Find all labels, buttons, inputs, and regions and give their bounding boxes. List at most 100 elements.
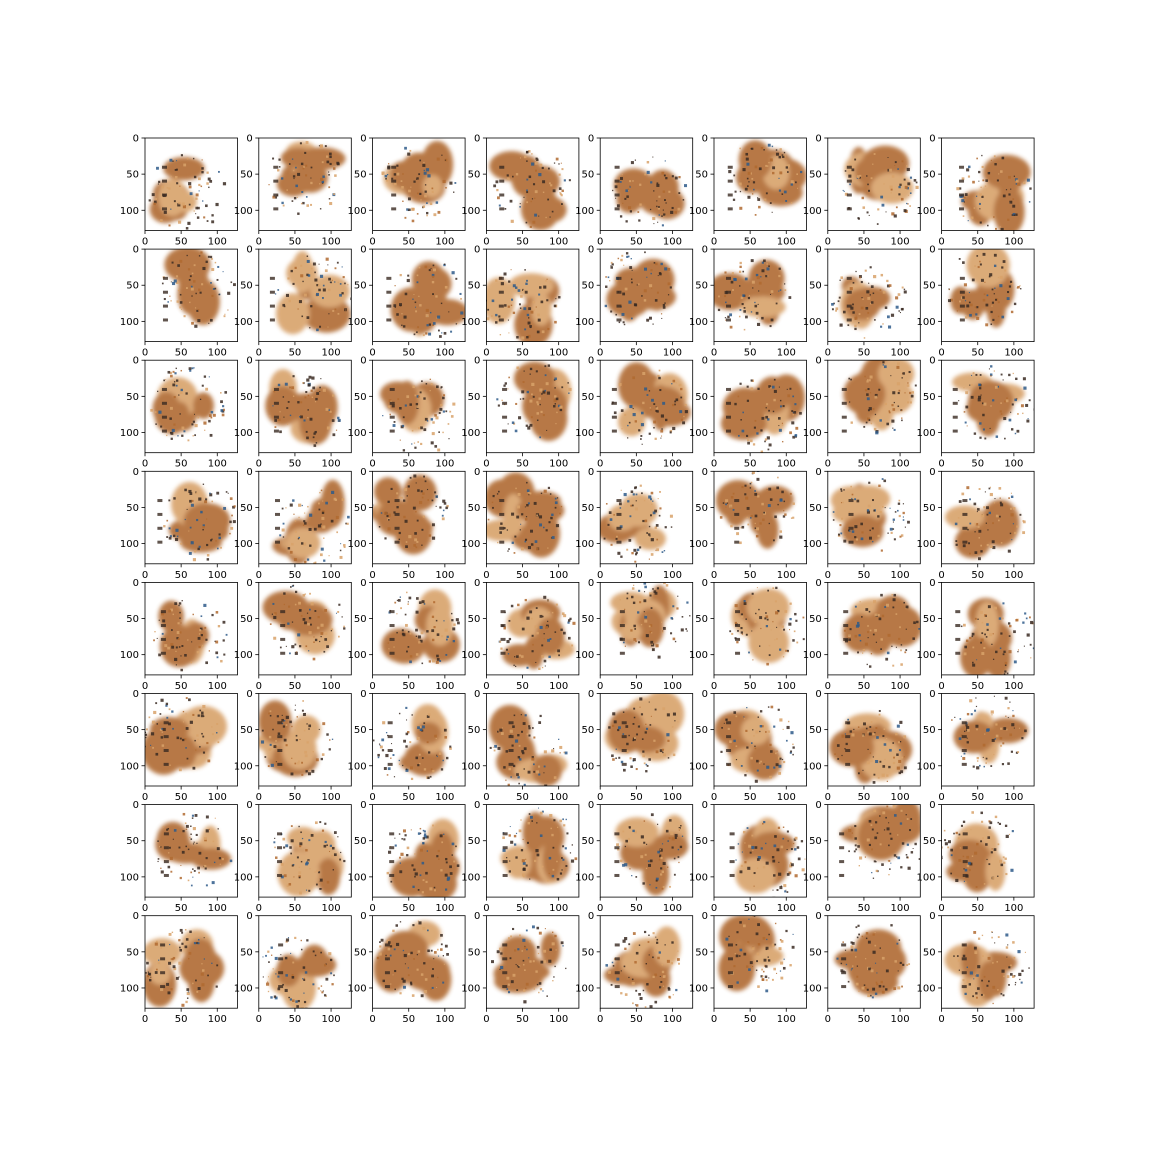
y-tick-label: 100: [461, 317, 480, 328]
y-tick-label: 0: [360, 800, 366, 811]
y-tick-label: 100: [575, 317, 594, 328]
axes-frame: [713, 470, 807, 565]
generated-image: [831, 266, 907, 339]
y-tick-label: 50: [354, 503, 367, 514]
x-tick-label: 0: [597, 570, 603, 581]
axes-frame: [713, 137, 807, 231]
axes-frame: [144, 248, 238, 343]
y-tick-label: 50: [809, 281, 822, 292]
x-tick-label: 0: [938, 459, 944, 470]
image-panel: 0 50 100 0 50 100: [348, 245, 466, 359]
y-tick-label: 0: [246, 245, 252, 256]
x-tick-label: 100: [435, 1014, 454, 1025]
y-tick-label: 50: [126, 170, 139, 181]
x-tick-label: 100: [322, 237, 341, 248]
x-tick-label: 50: [858, 1014, 871, 1025]
y-tick-label: 50: [468, 947, 481, 958]
x-tick-label: 50: [402, 1014, 415, 1025]
y-tick-label: 0: [360, 134, 366, 145]
x-tick-label: 50: [630, 237, 643, 248]
y-tick-label: 100: [120, 206, 139, 217]
y-tick-label: 50: [581, 503, 594, 514]
y-tick-label: 0: [360, 578, 366, 589]
x-tick-label: 50: [516, 237, 529, 248]
y-tick-label: 100: [917, 317, 936, 328]
y-tick-label: 50: [354, 725, 367, 736]
y-tick-label: 50: [354, 392, 367, 403]
y-tick-label: 100: [120, 428, 139, 439]
y-tick-label: 50: [126, 725, 139, 736]
axes-frame: [485, 359, 580, 454]
image-panel: 0 50 100 0 50 100: [917, 356, 1035, 470]
x-tick-label: 100: [891, 792, 910, 803]
x-tick-label: 50: [516, 681, 529, 692]
x-tick-label: 0: [369, 459, 375, 470]
y-tick-label: 0: [474, 245, 480, 256]
axes-frame: [485, 137, 580, 231]
x-tick-label: 100: [777, 903, 796, 914]
x-tick-label: 100: [1004, 903, 1023, 914]
generated-image: [729, 586, 805, 666]
y-tick-label: 0: [702, 134, 708, 145]
y-tick-label: 100: [234, 317, 253, 328]
x-tick-label: 50: [175, 903, 188, 914]
x-tick-label: 0: [825, 681, 831, 692]
generated-image: [841, 360, 917, 435]
y-tick-label: 100: [917, 872, 936, 883]
x-tick-label: 50: [402, 459, 415, 470]
image-panel: 0 50 100 0 50 100: [234, 911, 352, 1025]
x-tick-label: 100: [1004, 570, 1023, 581]
x-tick-label: 0: [369, 348, 375, 359]
axes-frame: [144, 137, 238, 231]
x-tick-label: 50: [402, 792, 415, 803]
y-tick-label: 100: [575, 428, 594, 439]
x-tick-label: 0: [483, 681, 489, 692]
x-tick-label: 50: [971, 348, 984, 359]
x-tick-label: 50: [630, 903, 643, 914]
x-tick-label: 100: [549, 459, 568, 470]
image-panel: 0 50 100 0 50 100: [461, 467, 580, 581]
y-tick-label: 100: [689, 650, 708, 661]
y-tick-label: 100: [348, 761, 367, 772]
y-tick-label: 50: [468, 614, 481, 625]
x-tick-label: 50: [744, 792, 757, 803]
generated-image: [258, 700, 334, 777]
y-tick-label: 50: [581, 170, 594, 181]
image-panel: 0 50 100 0 50 100: [689, 689, 807, 803]
axes-frame: [258, 582, 352, 676]
y-tick-label: 100: [120, 317, 139, 328]
axes-frame: [144, 693, 238, 787]
y-tick-label: 0: [588, 578, 594, 589]
x-tick-label: 50: [744, 681, 757, 692]
y-tick-label: 0: [815, 800, 821, 811]
y-tick-label: 0: [246, 467, 252, 478]
axes-frame: [258, 137, 352, 231]
x-tick-label: 0: [938, 792, 944, 803]
x-tick-label: 0: [825, 237, 831, 248]
x-tick-label: 100: [1004, 348, 1023, 359]
x-tick-label: 100: [663, 348, 682, 359]
y-tick-label: 100: [348, 872, 367, 883]
y-tick-label: 100: [234, 206, 253, 217]
x-tick-label: 50: [630, 1014, 643, 1025]
generated-image: [611, 362, 691, 445]
x-tick-label: 100: [549, 903, 568, 914]
x-tick-label: 100: [777, 459, 796, 470]
y-tick-label: 0: [929, 578, 935, 589]
x-tick-label: 100: [208, 903, 227, 914]
x-tick-label: 0: [483, 459, 489, 470]
x-tick-label: 0: [825, 570, 831, 581]
y-tick-label: 0: [588, 689, 594, 700]
generated-image: [372, 704, 452, 781]
x-tick-label: 50: [175, 237, 188, 248]
image-panel: 0 50 100 0 50 100: [234, 134, 352, 248]
generated-image: [157, 481, 236, 562]
axes-frame: [941, 915, 1035, 1009]
y-tick-label: 50: [354, 281, 367, 292]
x-tick-label: 50: [858, 237, 871, 248]
image-panel: 0 50 100 0 50 100: [234, 800, 352, 914]
x-tick-label: 100: [549, 348, 568, 359]
y-tick-label: 50: [923, 170, 936, 181]
image-panel: 0 50 100 0 50 100: [461, 245, 580, 359]
x-tick-label: 100: [663, 903, 682, 914]
